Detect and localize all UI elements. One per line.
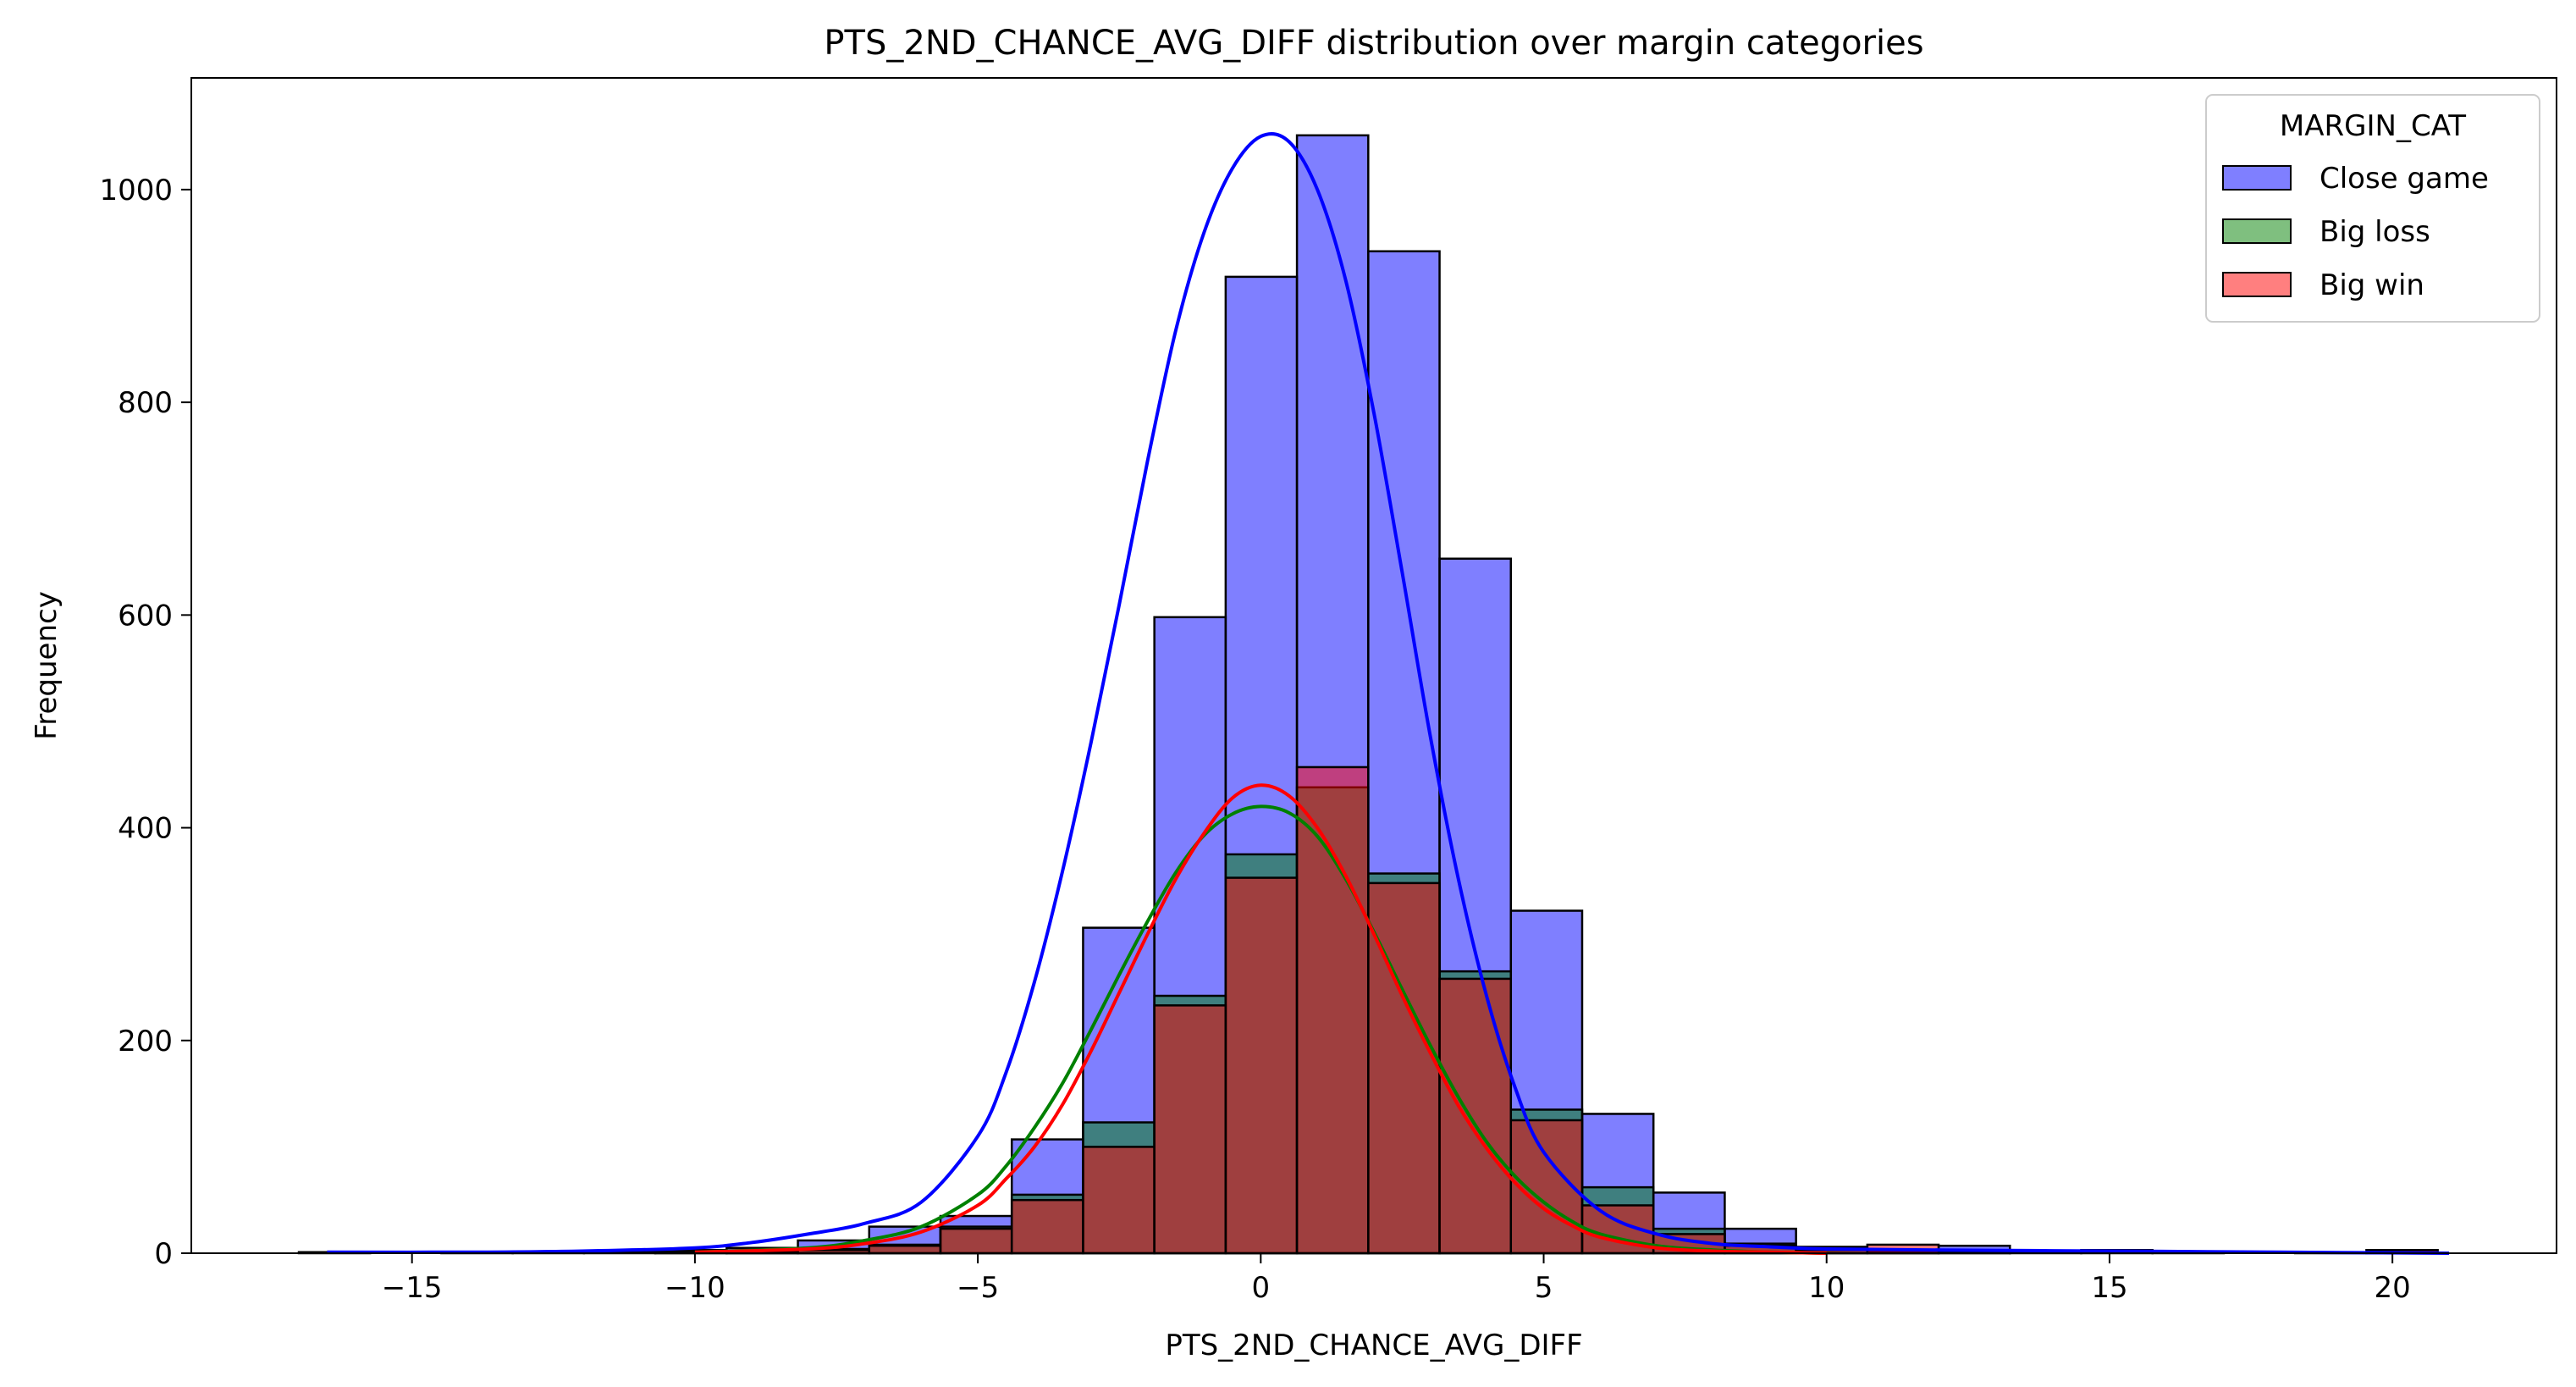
bar-big-win-17 xyxy=(1509,1119,1584,1255)
x-tick-label: −10 xyxy=(665,1271,725,1305)
kde-line-close-game xyxy=(327,132,2450,1255)
bar-big-win-11 xyxy=(1082,1146,1156,1255)
legend-box xyxy=(2205,94,2540,323)
y-tick-label: 400 xyxy=(118,812,173,846)
legend-title: MARGIN_CAT xyxy=(2280,109,2466,143)
legend-swatch-big-loss xyxy=(2222,218,2292,244)
bar-big-win-12 xyxy=(1153,1004,1227,1255)
x-tick-label: −5 xyxy=(957,1271,999,1305)
y-tick-label: 600 xyxy=(118,599,173,633)
x-tick-label: 0 xyxy=(1251,1271,1270,1305)
bar-big-win-16 xyxy=(1438,977,1513,1255)
legend-swatch-big-win xyxy=(2222,272,2292,297)
kde-layer xyxy=(327,132,2450,1255)
y-tick-label: 0 xyxy=(154,1237,173,1271)
kde-line-big-loss xyxy=(694,804,1827,1255)
y-tick-label: 1000 xyxy=(99,174,173,207)
bar-big-win-9 xyxy=(939,1227,1013,1255)
legend-label-close-game: Close game xyxy=(2320,162,2489,196)
legend: MARGIN_CAT Close game Big loss Big win xyxy=(2205,94,2540,323)
y-axis: 0 200 400 600 800 1000 xyxy=(99,174,191,1271)
legend-label-big-loss: Big loss xyxy=(2320,215,2430,249)
x-axis-label: PTS_2ND_CHANCE_AVG_DIFF xyxy=(1165,1329,1582,1362)
kde-line-big-win xyxy=(694,783,1827,1255)
bar-big-win-14 xyxy=(1295,765,1370,1255)
legend-swatch-close-game xyxy=(2222,165,2292,191)
x-tick-label: −15 xyxy=(382,1271,443,1305)
x-tick-label: 5 xyxy=(1535,1271,1553,1305)
bar-big-win-8 xyxy=(868,1244,942,1255)
y-tick-label: 800 xyxy=(118,386,173,420)
bar-big-win-10 xyxy=(1010,1198,1084,1255)
chart-title: PTS_2ND_CHANCE_AVG_DIFF distribution ove… xyxy=(824,24,1923,63)
plot-frame xyxy=(190,77,2557,1254)
y-axis-label: Frequency xyxy=(30,591,63,740)
y-tick-label: 200 xyxy=(118,1025,173,1058)
x-tick-label: 20 xyxy=(2375,1271,2411,1305)
x-tick-label: 15 xyxy=(2091,1271,2127,1305)
x-axis: −15 −10 −5 0 5 10 15 20 xyxy=(382,1253,2411,1305)
x-tick-label: 10 xyxy=(1808,1271,1845,1305)
bar-big-win-13 xyxy=(1224,876,1299,1255)
legend-label-big-win: Big win xyxy=(2320,268,2424,302)
